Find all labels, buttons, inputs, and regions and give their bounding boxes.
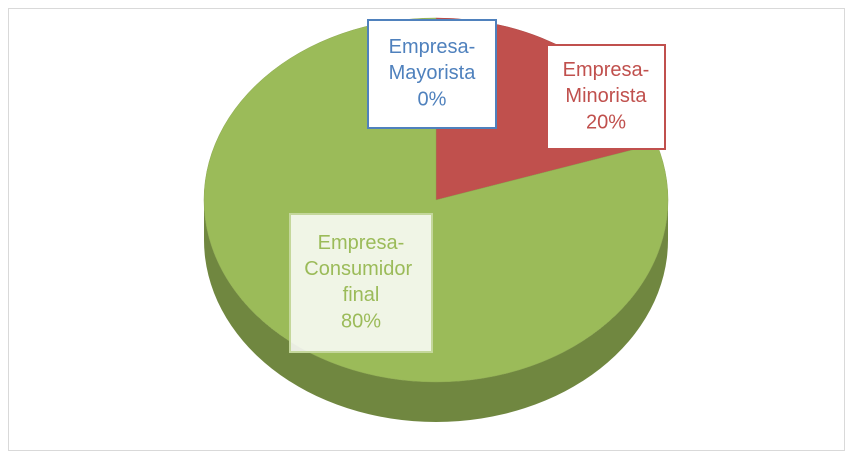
value-label: 20% bbox=[586, 111, 626, 133]
value-label: 80% bbox=[341, 310, 381, 332]
value-label: 0% bbox=[418, 88, 447, 110]
data-label-box bbox=[367, 19, 497, 129]
slice-side bbox=[204, 200, 668, 422]
category-label: Empresa-Minorista bbox=[563, 59, 650, 107]
data-label-box bbox=[289, 213, 433, 353]
category-label: Empresa-Mayorista bbox=[389, 36, 477, 84]
data-label-box bbox=[546, 44, 666, 150]
category-label: Empresa-Consumidor final bbox=[304, 232, 417, 306]
